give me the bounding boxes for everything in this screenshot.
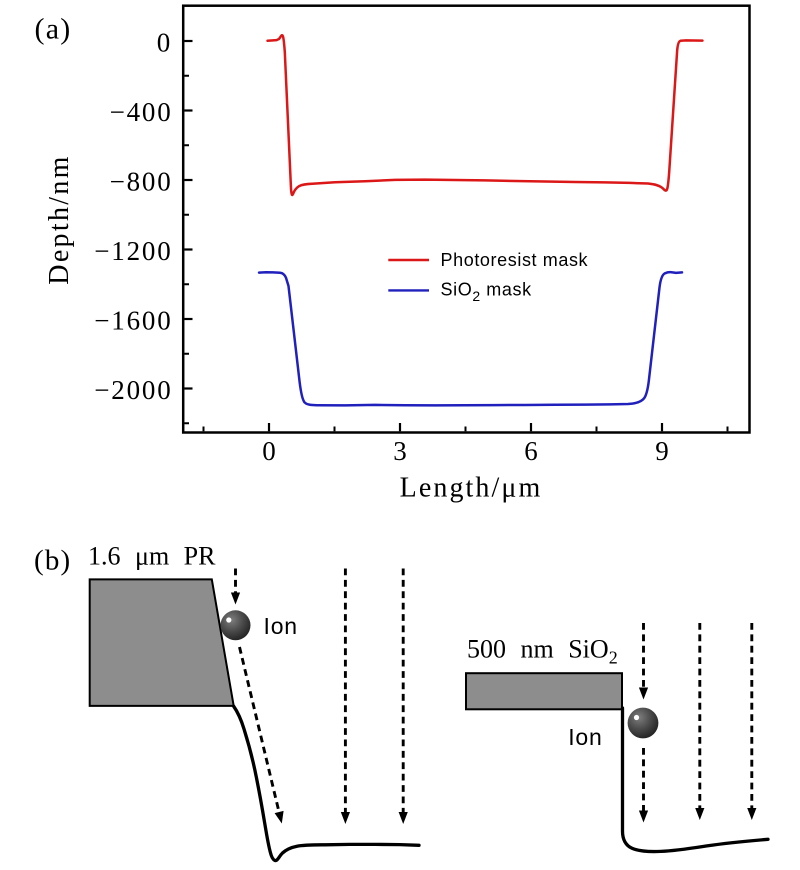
svg-text:6: 6 bbox=[524, 436, 538, 466]
svg-text:9: 9 bbox=[655, 436, 669, 466]
svg-text:(a): (a) bbox=[35, 13, 72, 46]
svg-text:SiO2 mask: SiO2 mask bbox=[441, 279, 533, 304]
svg-text:−400: −400 bbox=[110, 97, 173, 127]
svg-text:1.6 μm PR: 1.6 μm PR bbox=[88, 542, 216, 571]
svg-text:−1600: −1600 bbox=[94, 305, 172, 335]
svg-text:Photoresist mask: Photoresist mask bbox=[441, 250, 589, 270]
svg-text:(b): (b) bbox=[34, 545, 71, 577]
svg-text:Ion: Ion bbox=[264, 613, 298, 639]
svg-text:0: 0 bbox=[157, 27, 172, 57]
svg-text:−1200: −1200 bbox=[94, 236, 172, 266]
svg-text:3: 3 bbox=[393, 436, 407, 466]
svg-text:Depth/nm: Depth/nm bbox=[44, 154, 75, 284]
svg-text:Ion: Ion bbox=[568, 724, 602, 750]
svg-text:−800: −800 bbox=[110, 166, 173, 196]
svg-text:−2000: −2000 bbox=[94, 375, 172, 405]
svg-text:0: 0 bbox=[262, 436, 276, 466]
svg-text:500 nm SiO2: 500 nm SiO2 bbox=[467, 634, 618, 667]
svg-text:Length/μm: Length/μm bbox=[400, 473, 543, 504]
